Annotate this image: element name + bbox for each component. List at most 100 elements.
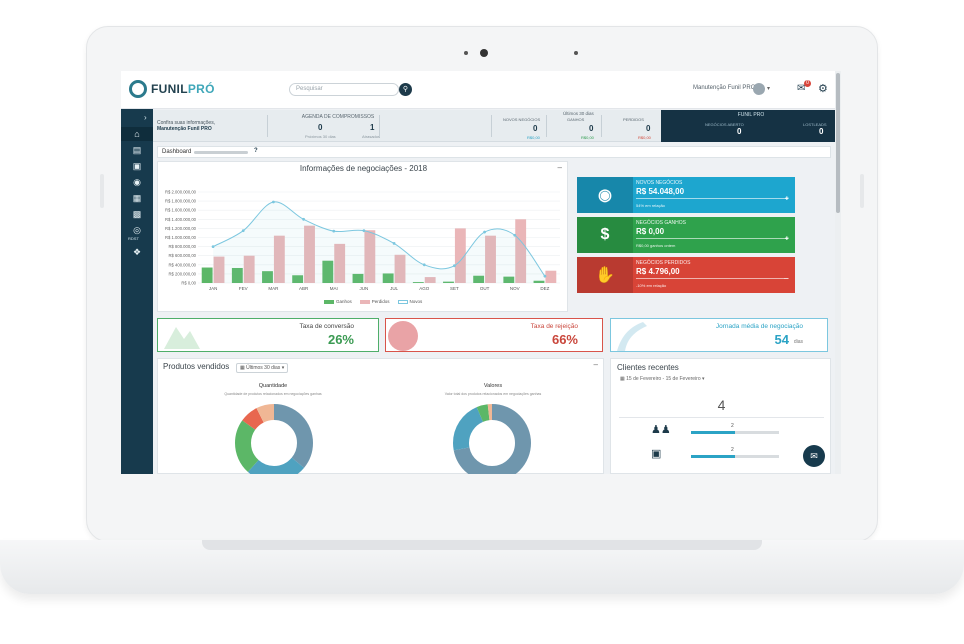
clients-title: Clientes recentes — [617, 363, 679, 372]
period-dropdown-value: Últimos 30 dias — [246, 365, 281, 371]
progress-fill — [691, 455, 735, 458]
chevron-down-icon[interactable]: ▾ — [767, 86, 771, 92]
agenda-next-label: Próximos 30 dias — [305, 134, 336, 139]
gear-icon[interactable]: ⚙ — [818, 83, 828, 95]
laptop-base — [0, 540, 964, 594]
point-novos — [392, 242, 396, 245]
rejection-rate-card: Taxa de rejeição 66% — [385, 318, 603, 352]
x-tick-label: AGO — [419, 286, 430, 291]
x-tick-label: ABR — [299, 286, 309, 291]
point-novos — [483, 230, 486, 234]
y-tick-label: R$ 1.400.000,00 — [165, 217, 197, 222]
x-tick-label: FEV — [239, 286, 248, 291]
point-novos — [241, 229, 245, 233]
ganhos-value: 0 — [589, 124, 594, 133]
scrollbar-thumb[interactable] — [836, 73, 840, 213]
area-novos — [213, 201, 545, 283]
side-button — [100, 174, 104, 208]
conversion-value: 26% — [327, 332, 354, 347]
minus-icon[interactable]: — — [784, 276, 789, 282]
x-tick-label: JAN — [209, 286, 218, 291]
y-tick-label: R$ 1.600.000,00 — [165, 208, 197, 213]
rejection-circle-icon — [388, 321, 418, 351]
search-button[interactable]: ⚲ — [399, 83, 412, 96]
legend-label-novos: Novos — [409, 299, 423, 304]
plus-icon[interactable]: ✚ — [784, 196, 789, 202]
bar-ganhos — [473, 275, 485, 283]
last-days-label: Últimos 30 dias — [563, 111, 594, 116]
rdst-icon[interactable]: ◎ — [133, 225, 141, 235]
rejection-label: Taxa de rejeição — [530, 323, 578, 330]
dollar-icon[interactable]: ◉ — [133, 177, 141, 187]
road-icon — [617, 322, 647, 351]
date-range-dropdown[interactable]: ▦ 15 de Fevereiro - 15 de Fevereiro ▾ — [620, 376, 705, 382]
kpi-sub: R$0,00 ganhos ontem — [636, 243, 676, 248]
chat-notification-icon[interactable]: ✉ — [797, 83, 806, 94]
rdst-label: RDST — [128, 236, 139, 241]
period-dropdown[interactable]: ▦ Últimos 30 dias ▾ — [236, 363, 289, 373]
y-tick-label: R$ 0,00 — [181, 281, 196, 286]
aberto-value: 0 — [737, 127, 742, 136]
progress-fill — [691, 431, 735, 434]
bar-chart-icon[interactable]: ▩ — [132, 209, 142, 219]
bar-perdidos — [243, 255, 255, 283]
search-input[interactable]: Pesquisar — [289, 83, 399, 96]
kpi-title: NOVOS NEGÓCIOS — [636, 180, 683, 186]
bar-ganhos — [262, 271, 273, 283]
help-icon[interactable]: ? — [254, 148, 258, 154]
laptop-frame: FUNILPRÓ Pesquisar ⚲ Manutenção Funil PR… — [86, 26, 878, 542]
bar-ganhos — [352, 273, 364, 283]
val-subtitle: Valor total dos produtos relacionados em… — [444, 392, 542, 396]
logo[interactable]: FUNILPRÓ — [129, 80, 215, 98]
chevron-right-icon[interactable]: › — [144, 113, 147, 122]
kpi-divider — [636, 238, 788, 239]
minimize-button[interactable]: – — [593, 360, 598, 369]
y-tick-label: R$ 800.000,00 — [169, 244, 197, 249]
agenda-late-label: Atrasados — [362, 134, 381, 139]
kpi-negocios-ganhos[interactable]: $ NEGÓCIOS GANHOS R$ 0,00 R$0,00 ganhos … — [577, 217, 795, 253]
plus-icon[interactable]: ✚ — [784, 236, 789, 242]
clients-row-people: ♟♟ 2 — [619, 422, 829, 440]
perdidos-value: 0 — [646, 124, 651, 133]
y-tick-label: R$ 200.000,00 — [169, 271, 197, 276]
legend-item-novos[interactable]: Novos — [397, 299, 423, 304]
legend-item-perdidos[interactable]: Perdidos — [359, 299, 390, 304]
puzzle-icon[interactable]: ❖ — [132, 247, 142, 257]
mountain-icon — [164, 327, 200, 349]
calendar-icon[interactable]: ▦ — [132, 193, 142, 203]
chart-legend: Ganhos Perdidos Novos — [324, 299, 422, 304]
bar-ganhos — [503, 276, 515, 283]
kpi-novos-negocios[interactable]: ◉ NOVOS NEGÓCIOS R$ 54.048,00 54% em rel… — [577, 177, 795, 213]
y-tick-label: R$ 600.000,00 — [169, 253, 197, 258]
point-novos — [211, 245, 215, 248]
kpi-value: R$ 0,00 — [636, 227, 665, 236]
chart-title: Informações de negociações - 2018 — [299, 164, 428, 173]
x-tick-label: JUN — [360, 286, 369, 291]
home-icon[interactable]: ⌂ — [121, 127, 153, 141]
legend-item-ganhos[interactable]: Ganhos — [324, 299, 352, 304]
avatar[interactable] — [753, 83, 765, 95]
bar-ganhos — [201, 267, 213, 283]
row-value: 2 — [731, 447, 734, 453]
legend-label-ganhos: Ganhos — [336, 299, 352, 304]
chat-button[interactable]: ✉ — [803, 445, 825, 467]
bar-perdidos — [424, 277, 436, 283]
point-novos — [302, 217, 305, 221]
logo-mark-icon — [129, 80, 147, 98]
gift-icon[interactable]: ▤ — [132, 145, 142, 155]
user-name[interactable]: Manutenção Funil PRO — [693, 85, 756, 91]
clients-panel: Clientes recentes ▦ 15 de Fevereiro - 15… — [610, 358, 831, 474]
bar-ganhos — [322, 260, 334, 283]
breadcrumb-label: Dashboard — [162, 149, 192, 155]
dollar-coin-icon: ◉ — [577, 177, 633, 213]
minimize-button[interactable]: – — [557, 163, 562, 172]
scrollbar[interactable] — [835, 71, 841, 474]
kpi-negocios-perdidos[interactable]: ✋ NEGÓCIOS PERDIDOS R$ 4.796,00 -10% em … — [577, 257, 795, 293]
point-novos — [453, 264, 456, 268]
novos-sub: R$0,00 — [527, 135, 540, 140]
funil-pro-panel: FUNIL PRO NEGÓCIOS ABERTO 0 LOSTLEADS 0 — [661, 110, 841, 142]
bar-ganhos — [533, 280, 545, 283]
x-tick-label: SET — [450, 286, 459, 291]
base-notch — [202, 540, 762, 550]
bank-icon[interactable]: ▣ — [132, 161, 142, 171]
